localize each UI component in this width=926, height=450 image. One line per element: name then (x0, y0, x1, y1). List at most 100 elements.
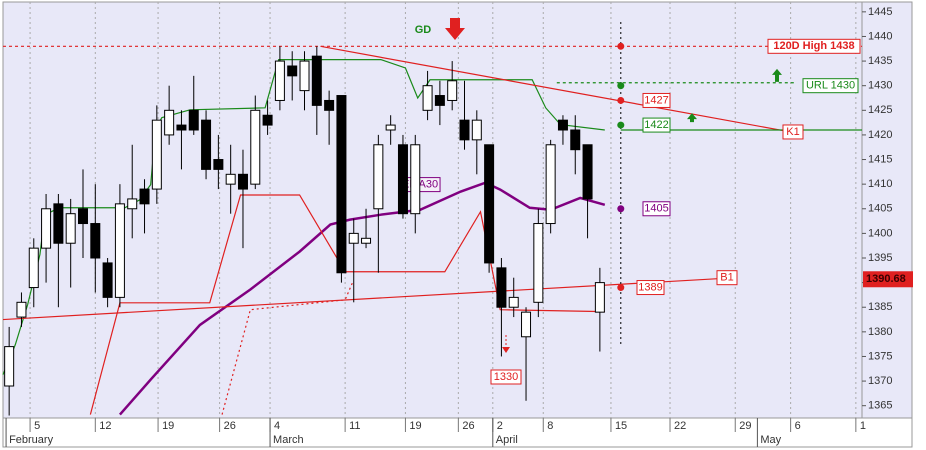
x-tick-label: 11 (349, 420, 360, 432)
candle-body (324, 99, 335, 111)
candle-body (127, 198, 138, 210)
candle-body (521, 311, 532, 338)
candle-body (582, 144, 593, 200)
level-label: 1405 (644, 203, 668, 215)
target-arrow-head (502, 347, 510, 353)
candle-body (225, 173, 236, 185)
x-tick-label: 19 (409, 420, 421, 432)
x-tick-label: 5 (34, 420, 40, 432)
candle-body (250, 109, 261, 185)
level-label-box (802, 78, 859, 94)
y-tick-label: 1400 (868, 227, 892, 239)
down-arrow (445, 18, 465, 40)
candle-body (201, 119, 212, 170)
candle-body (41, 208, 52, 249)
month-label: February (9, 434, 54, 446)
candle-body (397, 144, 408, 215)
candle-body (410, 144, 421, 215)
x-tick-label: 15 (615, 420, 627, 432)
level-label: 120D High 1438 (773, 40, 854, 52)
indicator-line (320, 45, 791, 133)
candle-body (484, 144, 495, 264)
x-tick-label: 26 (224, 420, 236, 432)
level-label: 1389 (638, 281, 662, 293)
candle-body (213, 159, 224, 170)
level-label: 1422 (644, 119, 668, 131)
trendline-label-box (716, 270, 738, 286)
x-tick-label: 29 (739, 420, 751, 432)
candle-body (594, 282, 605, 313)
candle-body (77, 208, 88, 225)
last-price-label: 1390.68 (866, 273, 906, 285)
candle-body (90, 223, 101, 259)
candle-body (422, 85, 433, 111)
candle-body (471, 119, 482, 141)
level-marker (617, 205, 625, 213)
candle-body (4, 346, 15, 387)
x-tick-label: 6 (795, 420, 801, 432)
candle-body (102, 262, 113, 298)
candle-body (447, 80, 458, 101)
x-tick-label: 26 (462, 420, 474, 432)
candle-body (274, 60, 285, 101)
y-tick-label: 1445 (868, 6, 892, 18)
level-marker (617, 284, 625, 292)
candle-body (533, 223, 544, 303)
candle-body (114, 203, 125, 298)
candle-body (262, 114, 273, 126)
candle-body (287, 65, 298, 77)
level-marker (617, 96, 625, 104)
y-tick-label: 1405 (868, 203, 892, 215)
candle-body (496, 267, 507, 308)
candle-body (65, 213, 76, 244)
x-tick-label: 4 (274, 420, 280, 432)
y-tick-label: 1370 (868, 375, 892, 387)
x-axis-area (2, 417, 913, 448)
candle-body (336, 95, 347, 274)
y-tick-label: 1420 (868, 129, 892, 141)
y-axis-area (861, 1, 913, 419)
y-tick-label: 1425 (868, 104, 892, 116)
candle-body (361, 237, 372, 244)
candle-body (557, 119, 568, 131)
level-label-box (642, 201, 671, 217)
candle-body (299, 60, 310, 92)
y-tick-label: 1395 (868, 252, 892, 264)
candle-body (348, 232, 359, 244)
candle-body (434, 95, 445, 106)
candle-body (385, 124, 396, 131)
target-label-box (490, 369, 522, 385)
month-label: April (496, 434, 518, 446)
y-tick-label: 1410 (868, 178, 892, 190)
candle-body (570, 129, 581, 151)
signal-label: GD (415, 24, 432, 36)
target-label: 1330 (494, 371, 518, 383)
level-label-box (642, 117, 671, 133)
y-tick-label: 1380 (868, 326, 892, 338)
month-label: March (273, 434, 304, 446)
x-tick-label: 1 (860, 420, 866, 432)
candle-body (16, 301, 27, 318)
indicator-line (221, 282, 354, 415)
candle-body (28, 247, 39, 289)
level-label-box (636, 280, 665, 296)
up-arrow (772, 68, 782, 82)
y-tick-label: 1435 (868, 55, 892, 67)
candle-body (237, 173, 248, 190)
level-label-box (642, 92, 671, 108)
y-tick-label: 1440 (868, 30, 892, 42)
y-tick-label: 1430 (868, 80, 892, 92)
x-tick-label: 8 (547, 420, 553, 432)
candle-body (188, 109, 199, 131)
candle-body (139, 188, 150, 205)
trendline-label: B1 (720, 272, 733, 284)
level-marker (617, 82, 625, 90)
month-label: May (760, 434, 781, 446)
candle-body (311, 55, 322, 106)
y-tick-label: 1365 (868, 400, 892, 412)
candle-body (53, 203, 64, 244)
y-tick-label: 1415 (868, 153, 892, 165)
x-tick-label: 12 (99, 420, 111, 432)
level-label-box (767, 38, 861, 54)
